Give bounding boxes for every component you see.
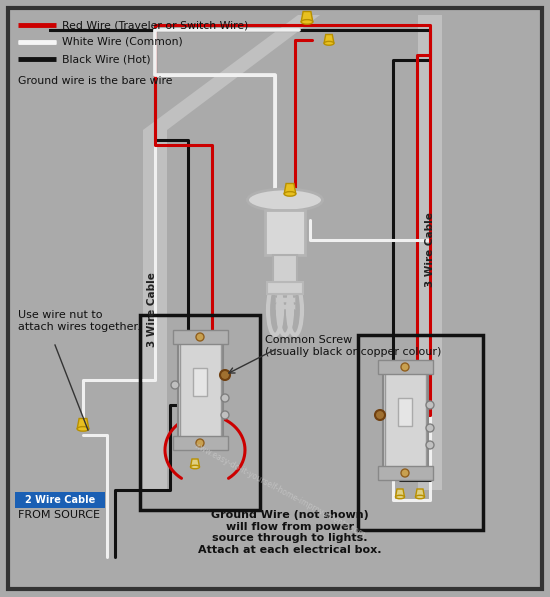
Bar [173, 436, 228, 450]
Text: Common Screw
(usually black or copper colour): Common Screw (usually black or copper co… [265, 335, 441, 356]
Ellipse shape [190, 465, 200, 469]
Bar [265, 210, 305, 255]
Text: 2 Wire Cable: 2 Wire Cable [25, 495, 95, 505]
Text: Use wire nut to
attach wires together.: Use wire nut to attach wires together. [18, 310, 141, 331]
Ellipse shape [324, 41, 334, 45]
Polygon shape [301, 11, 313, 22]
Polygon shape [284, 183, 296, 194]
Bar [193, 368, 207, 396]
Polygon shape [77, 418, 89, 429]
Circle shape [401, 469, 409, 477]
Bar [383, 368, 428, 473]
Bar [358, 335, 483, 530]
Circle shape [426, 401, 434, 409]
Bar [273, 255, 297, 283]
Text: 3 Wire Cable: 3 Wire Cable [147, 273, 157, 347]
Ellipse shape [395, 496, 404, 498]
Bar [275, 304, 295, 309]
Circle shape [196, 439, 204, 447]
Circle shape [426, 441, 434, 449]
Bar [180, 340, 221, 441]
Bar [15, 492, 105, 508]
Ellipse shape [415, 496, 425, 498]
Circle shape [221, 411, 229, 419]
Bar [267, 282, 303, 294]
Bar [275, 283, 295, 288]
Polygon shape [324, 35, 334, 44]
Circle shape [426, 424, 434, 432]
Circle shape [221, 394, 229, 402]
Circle shape [196, 333, 204, 341]
Text: FROM SOURCE: FROM SOURCE [18, 510, 100, 520]
Polygon shape [143, 130, 167, 490]
Ellipse shape [301, 20, 313, 24]
Bar [378, 360, 433, 374]
Ellipse shape [248, 189, 322, 211]
Circle shape [401, 363, 409, 371]
Bar [275, 297, 295, 302]
Polygon shape [190, 459, 200, 467]
Polygon shape [415, 489, 425, 497]
Circle shape [171, 381, 179, 389]
Polygon shape [143, 15, 320, 130]
Polygon shape [418, 15, 442, 490]
Text: www.easy-do-it-yourself-home-improvements.com: www.easy-do-it-yourself-home-improvement… [193, 441, 367, 539]
Text: Ground Wire (not shown)
will flow from power
source through to lights.
Attach at: Ground Wire (not shown) will flow from p… [198, 510, 382, 555]
Text: Black Wire (Hot): Black Wire (Hot) [62, 54, 151, 64]
Bar [385, 370, 426, 471]
Bar [178, 338, 223, 443]
Bar [378, 466, 433, 480]
Bar [173, 330, 228, 344]
Bar [398, 398, 412, 426]
Ellipse shape [77, 427, 89, 431]
Polygon shape [395, 489, 404, 497]
Text: Ground wire is the bare wire: Ground wire is the bare wire [18, 76, 173, 86]
Circle shape [220, 370, 230, 380]
Text: White Wire (Common): White Wire (Common) [62, 37, 183, 47]
Bar [275, 290, 295, 295]
Text: Red Wire (Traveler or Switch Wire): Red Wire (Traveler or Switch Wire) [62, 20, 249, 30]
Text: 3 Wire Cable: 3 Wire Cable [425, 213, 435, 287]
Ellipse shape [284, 192, 296, 196]
Bar [140, 315, 260, 510]
Circle shape [375, 410, 385, 420]
